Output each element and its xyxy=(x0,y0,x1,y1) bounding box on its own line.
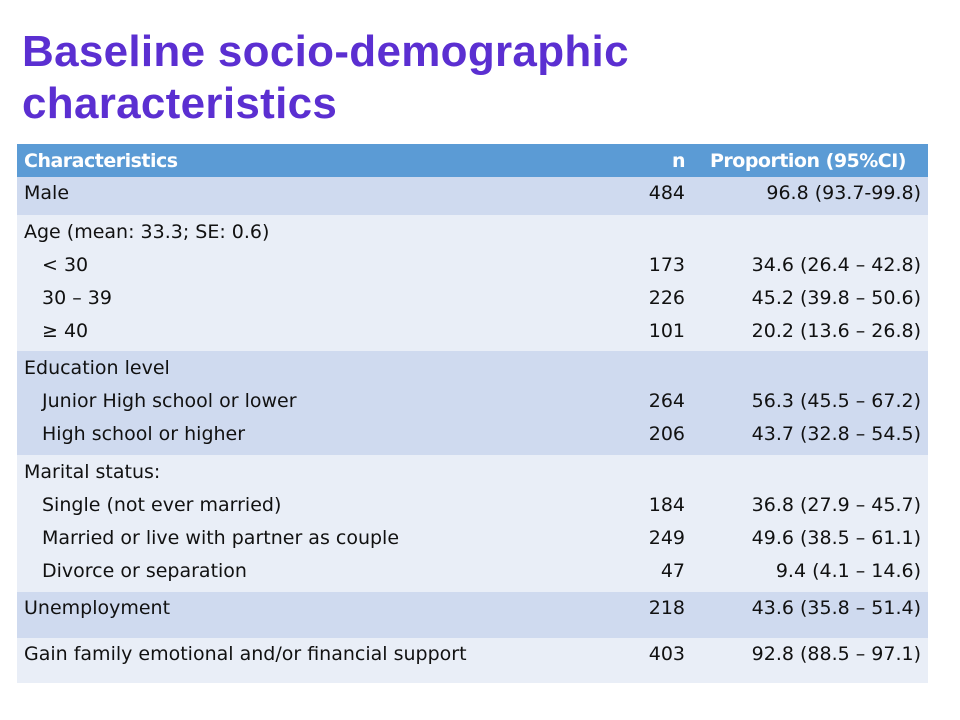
row-label: High school or higher xyxy=(42,423,246,445)
row-proportion: 36.8 (27.9 – 45.7) xyxy=(751,494,921,516)
row-proportion: 92.8 (88.5 – 97.1) xyxy=(751,643,921,665)
row-proportion: 49.6 (38.5 – 61.1) xyxy=(751,527,921,549)
row-n: 101 xyxy=(648,320,685,342)
group-label-age: Age (mean: 33.3; SE: 0.6) xyxy=(24,221,270,243)
row-n: 264 xyxy=(648,390,685,412)
row-proportion: 9.4 (4.1 – 14.6) xyxy=(775,560,921,582)
page-title: Baseline socio-demographic characteristi… xyxy=(22,27,629,128)
table-row-age: Age (mean: 33.3; SE: 0.6) < 30 30 – 39 ≥… xyxy=(17,215,928,351)
table-row-support: Gain family emotional and/or financial s… xyxy=(17,638,928,683)
row-n: 173 xyxy=(648,254,685,276)
row-label: Married or live with partner as couple xyxy=(42,527,400,549)
row-n: 218 xyxy=(648,597,685,619)
row-n: 206 xyxy=(648,423,685,445)
group-label-marital: Marital status: xyxy=(24,461,161,483)
row-proportion: 43.6 (35.8 – 51.4) xyxy=(751,597,921,619)
row-label: Junior High school or lower xyxy=(42,390,297,412)
row-label: ≥ 40 xyxy=(42,320,89,342)
group-label-education: Education level xyxy=(24,357,170,379)
table-header-row: Characteristics n Proportion (95%CI) xyxy=(17,144,928,177)
row-label: Divorce or separation xyxy=(42,560,247,582)
row-proportion: 43.7 (32.8 – 54.5) xyxy=(751,423,921,445)
table-row-unemployment: Unemployment 218 43.6 (35.8 – 51.4) xyxy=(17,592,928,638)
row-n: 484 xyxy=(648,182,685,204)
row-proportion: 56.3 (45.5 – 67.2) xyxy=(751,390,921,412)
header-proportion: Proportion (95%CI) xyxy=(709,149,907,172)
row-label: Male xyxy=(24,182,70,204)
row-n: 226 xyxy=(648,287,685,309)
row-label: Unemployment xyxy=(24,597,171,619)
row-label: < 30 xyxy=(42,254,89,276)
row-label: Gain family emotional and/or financial s… xyxy=(24,643,467,665)
characteristics-table: Characteristics n Proportion (95%CI) Mal… xyxy=(17,144,928,683)
row-n: 47 xyxy=(660,560,685,582)
row-proportion: 96.8 (93.7-99.8) xyxy=(766,182,921,204)
row-n: 403 xyxy=(648,643,685,665)
row-proportion: 20.2 (13.6 – 26.8) xyxy=(751,320,921,342)
row-n: 184 xyxy=(648,494,685,516)
row-n: 249 xyxy=(648,527,685,549)
row-proportion: 45.2 (39.8 – 50.6) xyxy=(751,287,921,309)
row-proportion: 34.6 (26.4 – 42.8) xyxy=(751,254,921,276)
row-label: Single (not ever married) xyxy=(42,494,282,516)
table-row-male: Male 484 96.8 (93.7-99.8) xyxy=(17,177,928,215)
header-characteristics: Characteristics xyxy=(24,149,178,172)
header-n: n xyxy=(671,149,686,172)
row-label: 30 – 39 xyxy=(42,287,112,309)
table-row-education: Education level Junior High school or lo… xyxy=(17,351,928,455)
table-row-marital: Marital status: Single (not ever married… xyxy=(17,455,928,592)
